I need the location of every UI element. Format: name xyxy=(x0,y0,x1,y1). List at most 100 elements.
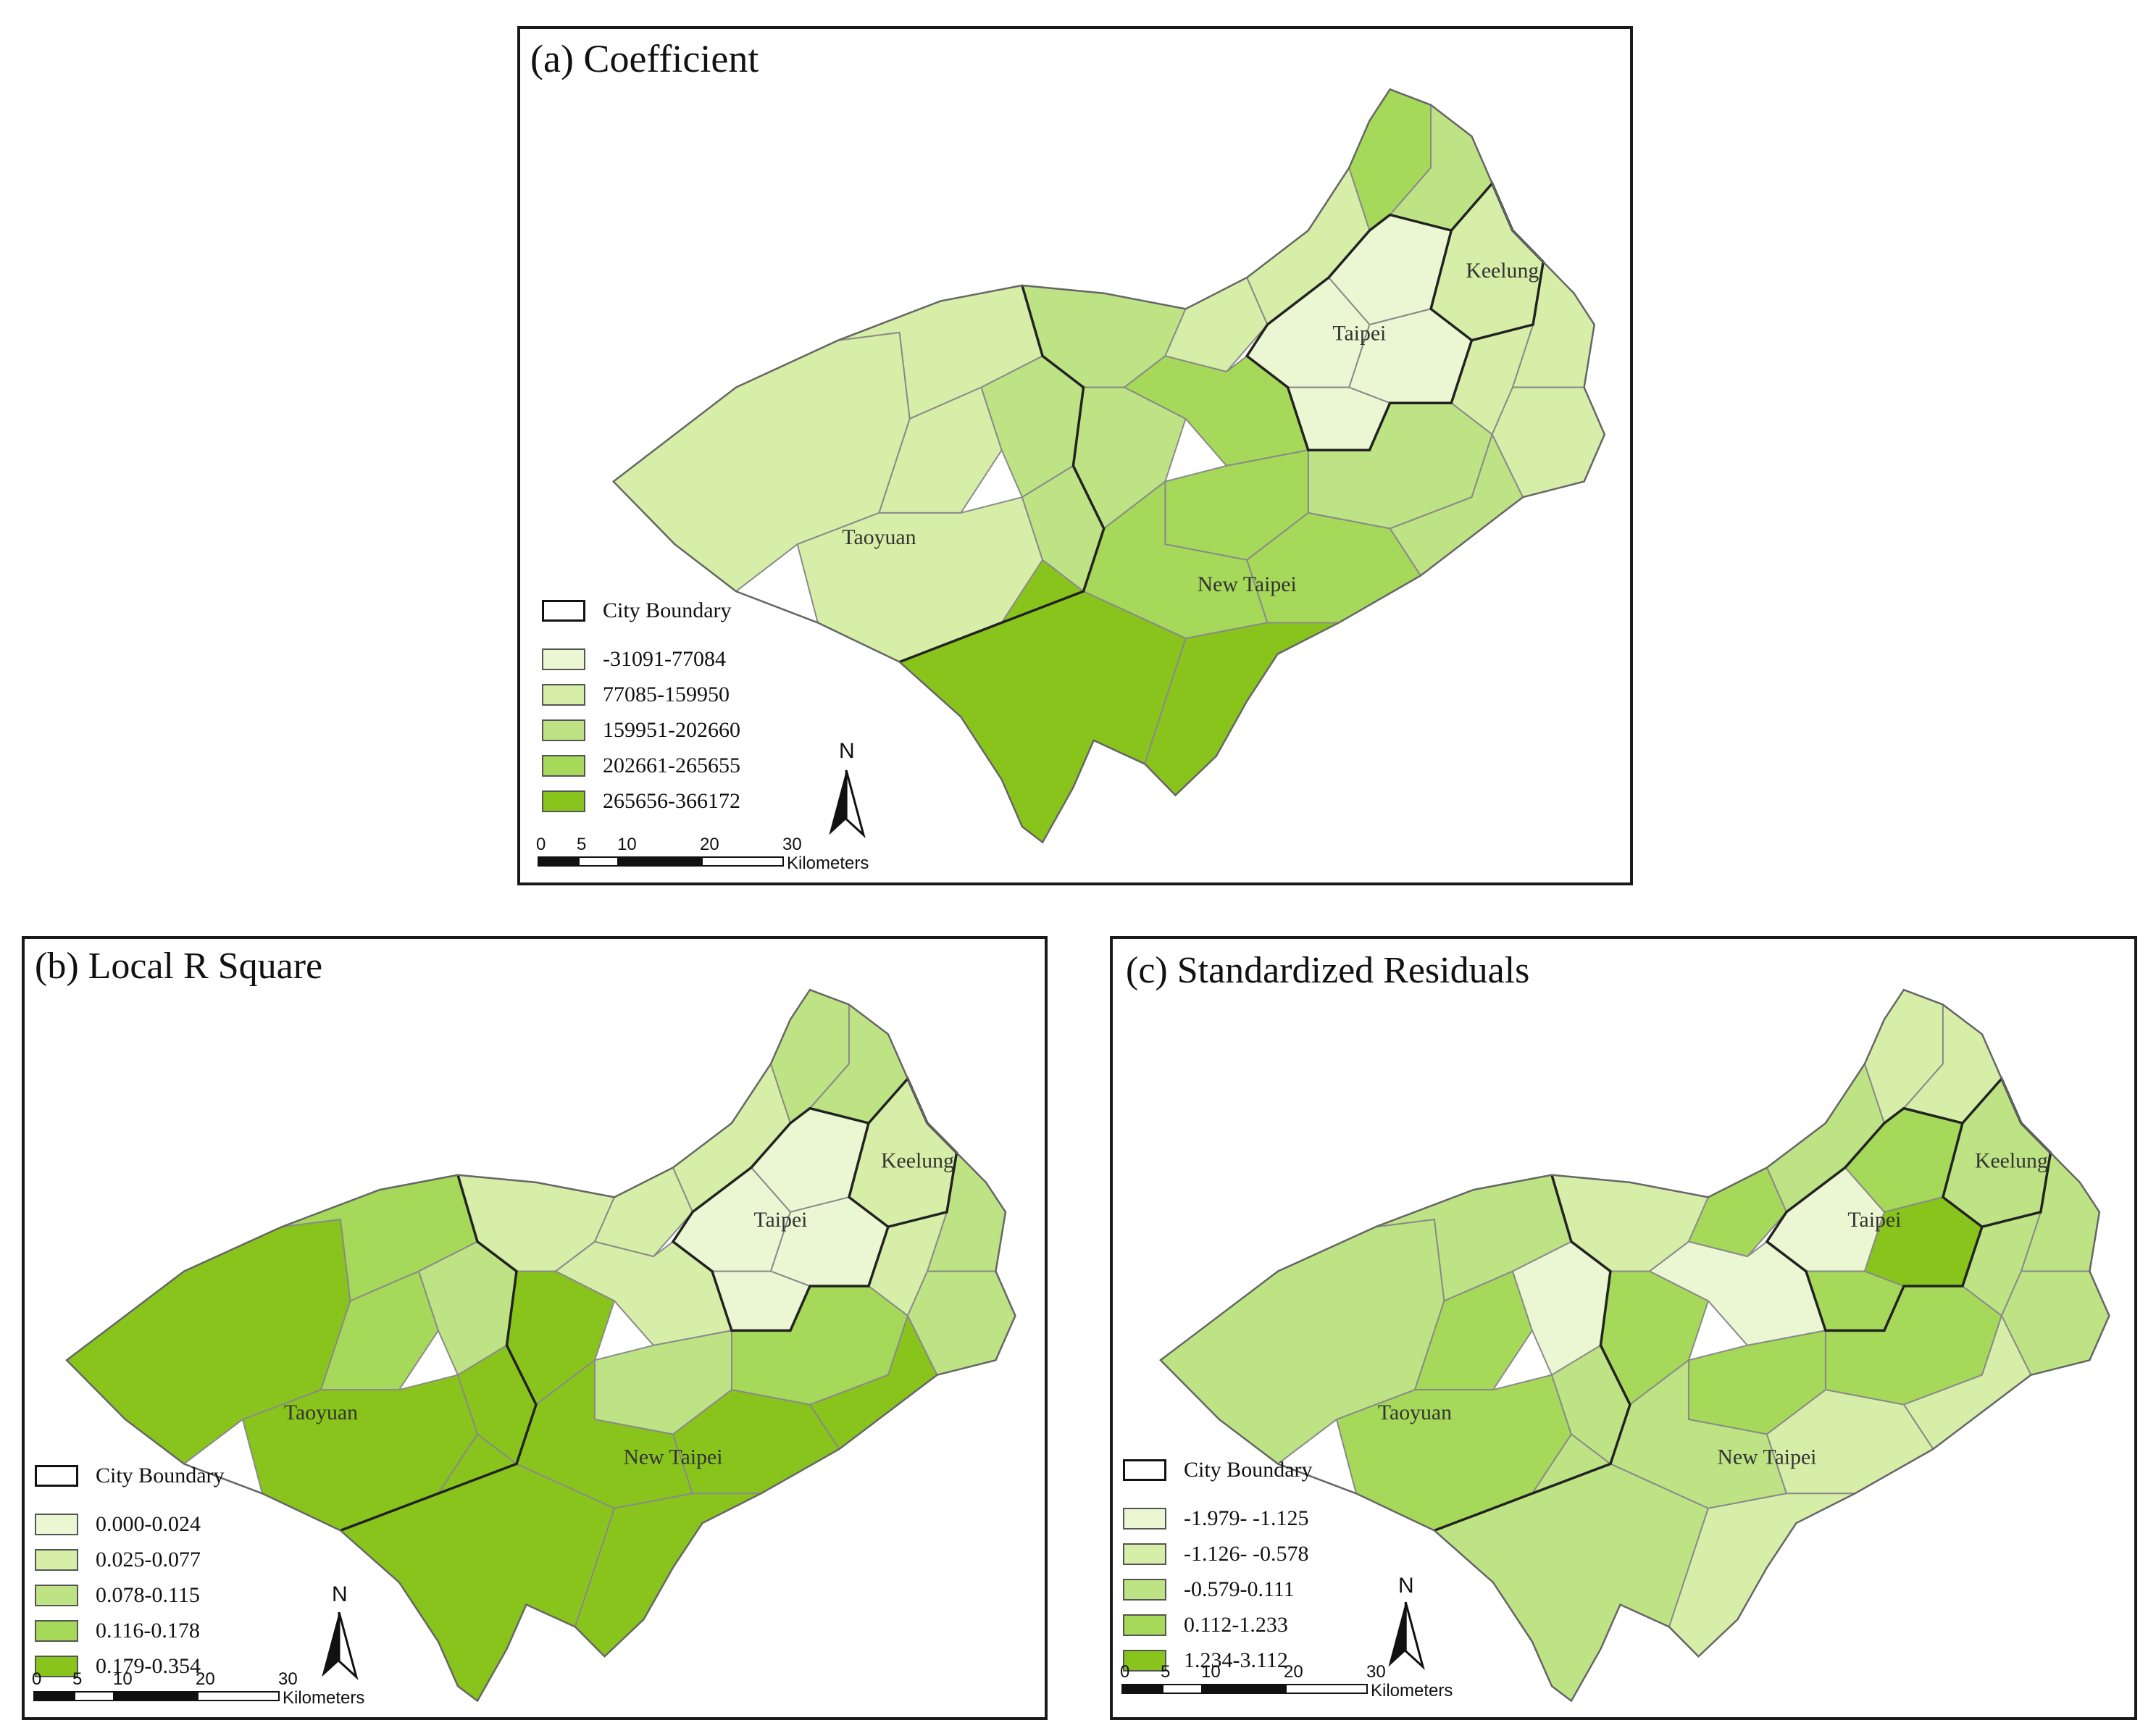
scale-tick-label: 30 xyxy=(782,835,802,854)
legend-item: 1.234-3.112 xyxy=(1123,1643,1313,1678)
legend-label: 202661-265655 xyxy=(603,753,740,777)
city-boundary-line xyxy=(340,1174,538,1532)
boundary-swatch xyxy=(542,599,585,622)
legend-item: 0.112-1.233 xyxy=(1123,1607,1313,1643)
legend-label: 0.179-0.354 xyxy=(96,1653,201,1678)
legend: City Boundary -31091-77084 77085-159950 15… xyxy=(542,593,740,819)
legend-swatch xyxy=(542,754,585,777)
legend-label: 0.025-0.077 xyxy=(96,1547,201,1572)
legend: City Boundary 0.000-0.024 0.025-0.077 0.07… xyxy=(35,1458,225,1684)
scale-tick-label: 5 xyxy=(577,835,587,854)
legend-swatch xyxy=(35,1584,78,1606)
legend-swatch xyxy=(542,719,585,741)
legend-item: -0.579-0.111 xyxy=(1123,1572,1313,1607)
legend-item: 0.025-0.077 xyxy=(35,1542,225,1577)
scale-segment xyxy=(33,1691,74,1701)
city-boundary-line xyxy=(1245,213,1474,451)
legend-label: 77085-159950 xyxy=(603,682,730,706)
boundary-swatch xyxy=(35,1464,78,1487)
scale-segment xyxy=(1121,1684,1162,1694)
legend-label: -1.126- -0.578 xyxy=(1184,1541,1309,1566)
legend-city-boundary: City Boundary xyxy=(542,593,740,628)
district-ty_c xyxy=(878,386,1003,514)
city-label-new_taipei: New Taipei xyxy=(1198,572,1297,596)
panel-coefficient: Taipei Keelung Taoyuan New Taipei (a) Coeff… xyxy=(517,26,1633,885)
scale-tick-label: 10 xyxy=(113,1669,133,1689)
legend-item: -1.126- -0.578 xyxy=(1123,1536,1313,1572)
north-arrow-label: N xyxy=(1398,1574,1414,1598)
scale-tick-label: 0 xyxy=(1120,1662,1130,1682)
legend-swatch xyxy=(35,1655,78,1677)
city-label-taoyuan: Taoyuan xyxy=(842,525,916,549)
legend-label: 0.112-1.233 xyxy=(1184,1612,1288,1637)
panel-title: (c) Standardized Residuals xyxy=(1126,950,1530,991)
city-label-taipei: Taipei xyxy=(1847,1208,1901,1232)
panel-standardized-residuals: Taipei Keelung Taoyuan New Taipei (c) Stand… xyxy=(1110,936,2137,1720)
legend-label: -31091-77084 xyxy=(603,646,726,671)
legend-swatch xyxy=(1123,1578,1166,1601)
legend-swatch xyxy=(1123,1543,1166,1565)
north-arrow-label: N xyxy=(332,1582,348,1606)
city-boundary-line xyxy=(1434,1174,1631,1532)
scale-unit: Kilometers xyxy=(283,1688,365,1708)
district-ty_c xyxy=(1413,1270,1534,1391)
city-label-keelung: Keelung xyxy=(1466,259,1539,283)
legend-label: 0.116-0.178 xyxy=(96,1618,200,1643)
legend-swatch xyxy=(35,1548,78,1571)
legend-label: 265656-366172 xyxy=(603,788,740,813)
legend-swatch xyxy=(542,648,585,670)
city-label-new_taipei: New Taipei xyxy=(1717,1445,1816,1469)
boundary-swatch xyxy=(1123,1459,1166,1481)
legend-label: 159951-202660 xyxy=(603,717,740,742)
scale-tick-label: 10 xyxy=(617,835,637,854)
scale-bar: 0 5 10 20 30 Kilometers xyxy=(32,1669,396,1720)
legend-label: -0.579-0.111 xyxy=(1184,1577,1295,1601)
city-label-taoyuan: Taoyuan xyxy=(284,1401,358,1424)
legend-item: 0.179-0.354 xyxy=(35,1648,225,1684)
city-label-keelung: Keelung xyxy=(881,1148,954,1172)
scale-tick-label: 5 xyxy=(72,1669,83,1689)
scale-bar: 0 5 10 20 30 Kilometers xyxy=(1120,1662,1484,1713)
scale-tick-label: 20 xyxy=(700,835,719,854)
legend-item: 159951-202660 xyxy=(542,712,740,748)
city-boundary-line xyxy=(899,285,1106,664)
city-boundary-line xyxy=(1765,1106,1984,1332)
city-boundary-line xyxy=(671,1106,890,1332)
region-outline xyxy=(611,88,1606,844)
legend-item: 202661-265655 xyxy=(542,748,740,783)
district-ty_c xyxy=(319,1270,440,1391)
scale-tick-label: 20 xyxy=(1284,1662,1303,1682)
legend-title: City Boundary xyxy=(96,1463,225,1487)
scale-segment xyxy=(1203,1684,1285,1694)
scale-segment xyxy=(74,1691,114,1701)
city-label-taoyuan: Taoyuan xyxy=(1378,1401,1452,1424)
legend-swatch xyxy=(542,790,585,812)
city-label-new_taipei: New Taipei xyxy=(623,1445,722,1469)
legend-item: 77085-159950 xyxy=(542,677,740,712)
legend-label: -1.979- -1.125 xyxy=(1184,1506,1309,1530)
legend-swatch xyxy=(1123,1614,1166,1636)
legend-swatch xyxy=(35,1619,78,1642)
map-standardized-residuals: Taipei Keelung Taoyuan New Taipei xyxy=(1159,988,2110,1703)
panel-title: (a) Coefficient xyxy=(530,37,759,80)
scale-segment xyxy=(197,1691,280,1701)
scale-segment xyxy=(578,856,619,867)
scale-segment xyxy=(538,856,578,867)
region-outline xyxy=(65,988,1016,1703)
scale-segment xyxy=(619,856,701,867)
scale-tick-label: 0 xyxy=(32,1669,42,1689)
legend-item: 265656-366172 xyxy=(542,783,740,819)
scale-tick-label: 10 xyxy=(1201,1662,1221,1682)
city-label-taipei: Taipei xyxy=(1332,322,1386,346)
scale-segment xyxy=(1162,1684,1203,1694)
north-arrow-label: N xyxy=(839,739,855,763)
legend-item: 0.078-0.115 xyxy=(35,1577,225,1613)
map-local-r-square: Taipei Keelung Taoyuan New Taipei xyxy=(65,988,1016,1703)
scale-tick-label: 5 xyxy=(1161,1662,1171,1682)
legend: City Boundary -1.979- -1.125 -1.126- -0.5… xyxy=(1123,1452,1313,1678)
legend-label: 1.234-3.112 xyxy=(1184,1648,1288,1672)
legend-item: 0.116-0.178 xyxy=(35,1613,225,1648)
legend-swatch xyxy=(542,683,585,706)
legend-item: -31091-77084 xyxy=(542,641,740,677)
legend-swatch xyxy=(35,1513,78,1535)
